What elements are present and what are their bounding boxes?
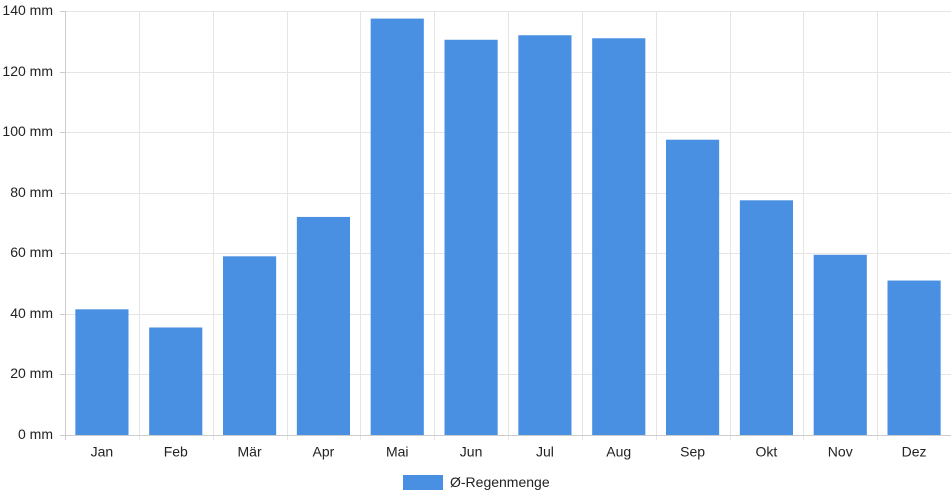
y-tick-label: 0 mm (18, 426, 53, 442)
bar-feb (149, 327, 203, 435)
x-tick-label: Feb (164, 444, 188, 460)
bar-jul (518, 35, 572, 435)
bar-sep (666, 139, 720, 435)
y-tick-label: 80 mm (10, 184, 53, 200)
x-tick-label: Dez (902, 444, 927, 460)
bar-mai (370, 18, 424, 435)
grid-lines (65, 11, 951, 440)
y-tick-label: 40 mm (10, 305, 53, 321)
x-tick-label: Nov (828, 444, 853, 460)
x-tick-label: Sep (680, 444, 705, 460)
x-tick-labels: Jan Feb Mär Apr Mai Jun Jul Aug Sep Okt Nov Dez (91, 444, 927, 460)
bars (75, 18, 941, 436)
y-tick-label: 140 mm (2, 2, 53, 18)
x-tick-label: Jan (91, 444, 114, 460)
bar-apr (296, 216, 350, 435)
x-tick-label: Jul (536, 444, 554, 460)
x-tick-label: Aug (606, 444, 631, 460)
x-tick-label: Jun (460, 444, 483, 460)
legend-swatch (403, 474, 443, 490)
axes (60, 11, 951, 440)
bar-aug (592, 38, 646, 435)
y-tick-label: 60 mm (10, 244, 53, 260)
x-tick-label: Mai (386, 444, 409, 460)
bar-jun (444, 39, 498, 436)
bar-mär (223, 256, 277, 435)
y-tick-label: 100 mm (2, 123, 53, 139)
y-tick-label: 120 mm (2, 63, 53, 79)
x-tick-label: Mär (238, 444, 262, 460)
y-tick-label: 20 mm (10, 365, 53, 381)
bar-dez (887, 280, 941, 435)
x-tick-label: Okt (756, 444, 778, 460)
bar-nov (813, 254, 867, 435)
y-tick-labels: 0 mm 20 mm 40 mm 60 mm 80 mm 100 mm 120 mm 140 … (2, 2, 53, 442)
x-tick-label: Apr (313, 444, 335, 460)
bar-jan (75, 309, 129, 435)
legend-label: Ø-Regenmenge (450, 474, 550, 490)
legend[interactable]: Ø-Regenmenge (403, 473, 550, 491)
bar-okt (739, 200, 793, 435)
